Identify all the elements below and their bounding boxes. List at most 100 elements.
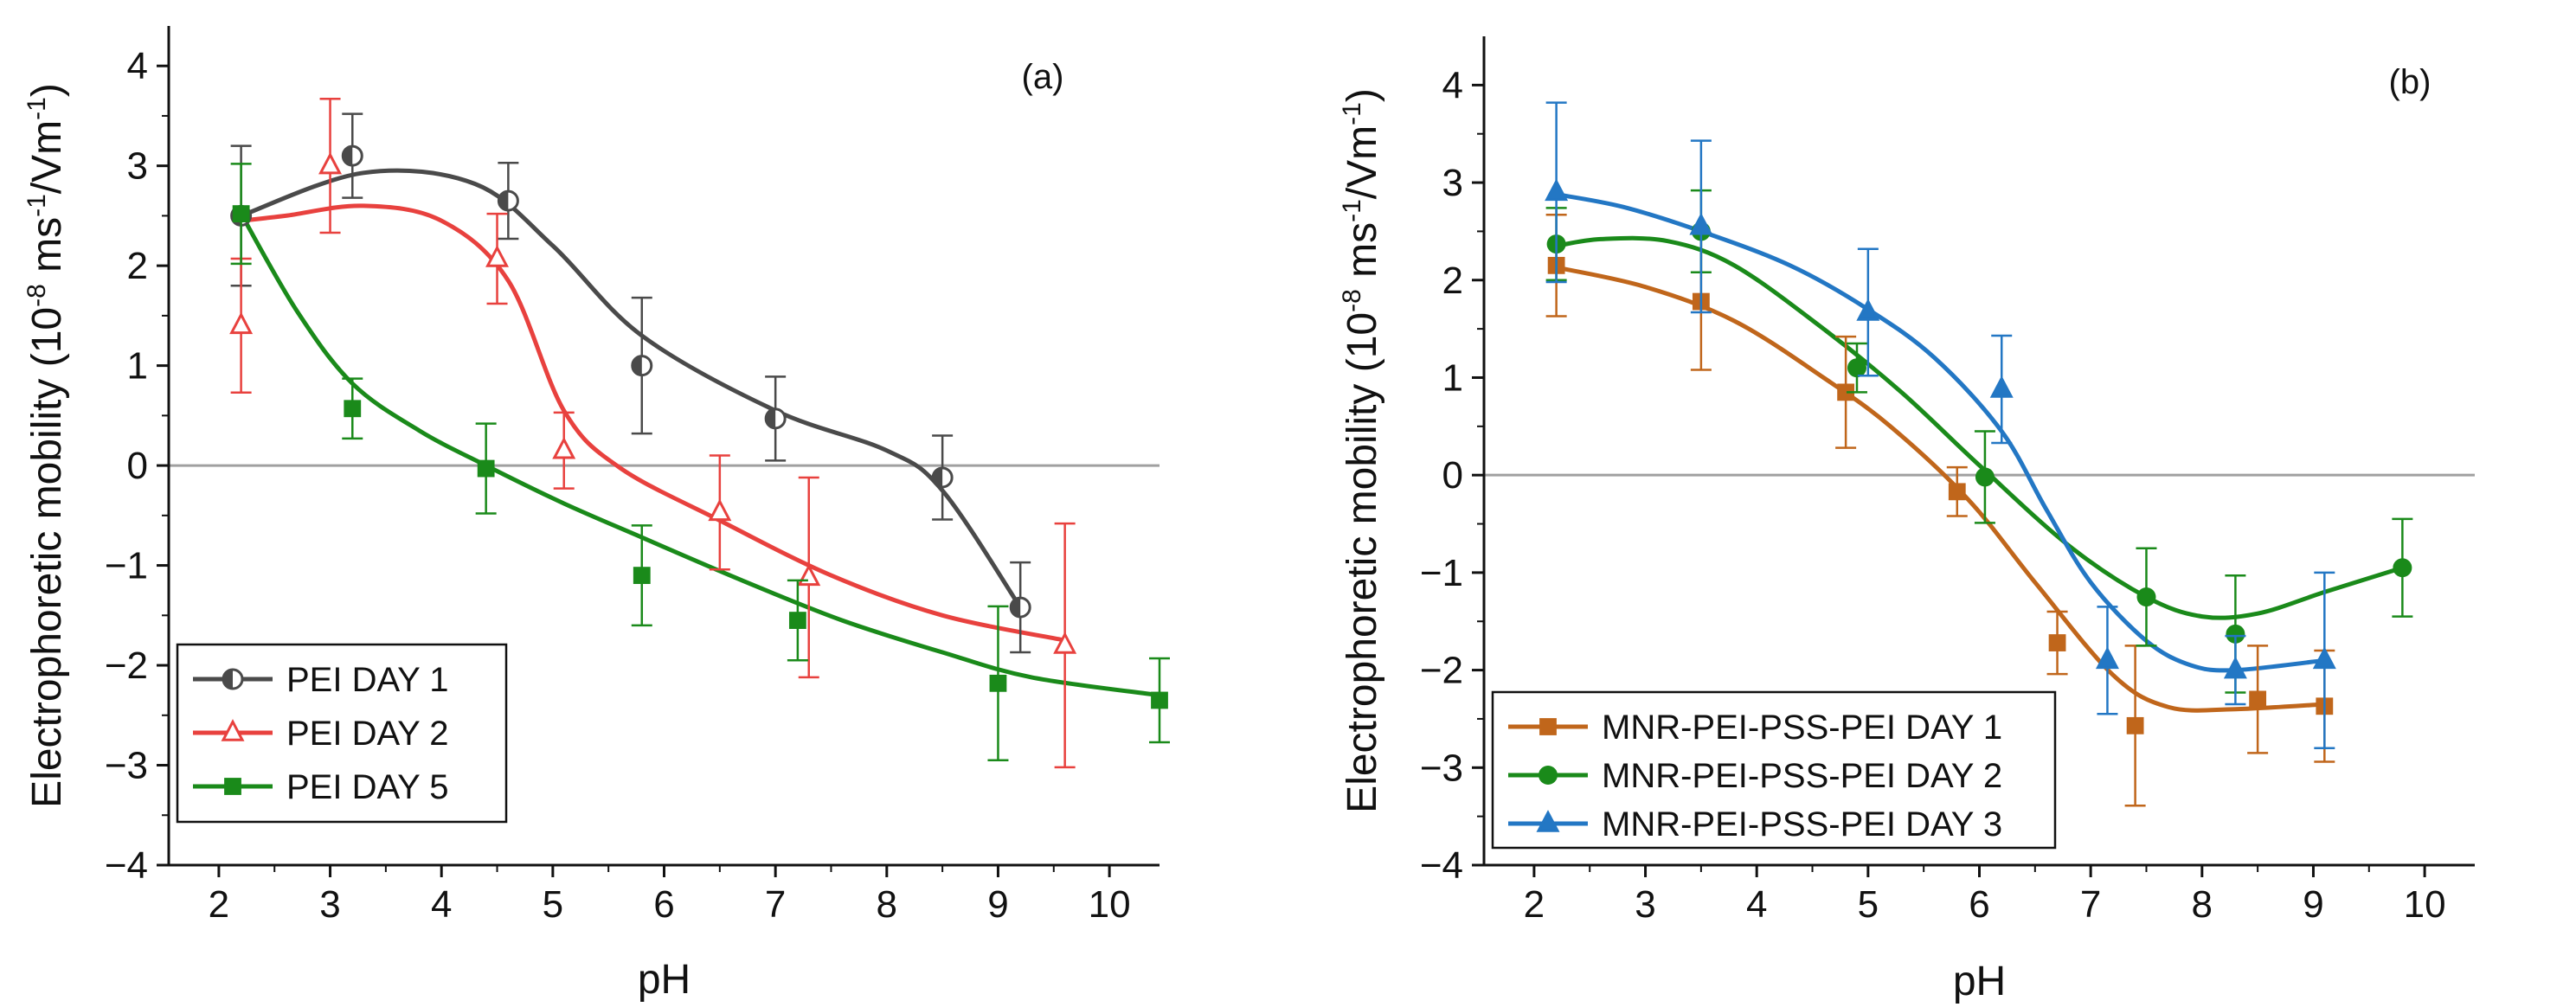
x-tick-label: 10	[2404, 883, 2446, 926]
marker-point	[229, 311, 254, 335]
x-tick-label: 9	[2303, 883, 2323, 926]
y-axis-title-exp3: -1	[22, 97, 51, 120]
y-tick-label: −1	[105, 545, 148, 587]
series-3	[230, 163, 1170, 761]
legend-entry-1: MNR-PEI-PSS-PEI DAY 1	[1602, 709, 2002, 747]
y-axis-title: Electrophoretic mobility (10-8 ms-1/Vm-1…	[22, 83, 70, 808]
marker-point	[224, 778, 241, 795]
marker-half-fill	[223, 670, 233, 689]
y-axis-title-exp2: -1	[1338, 199, 1366, 222]
chart-panel-a: 2 3 4 5 6 7 8 9 10 −4 −3 −2 −1 0 1 2 3 4 pH Electrophoretic…	[22, 26, 1170, 1003]
y-axis-title-exp1: -8	[22, 284, 51, 307]
marker-half-fill	[498, 191, 509, 211]
marker-point	[1053, 632, 1077, 654]
marker-point	[1847, 358, 1866, 378]
y-axis-title-post: /Vm	[24, 120, 70, 194]
marker-point	[708, 498, 732, 522]
x-tick-label: 3	[1635, 883, 1655, 926]
marker-point	[477, 459, 495, 478]
chart-panel-b: 2 3 4 5 6 7 8 9 10 −4 −3 −2 −1 0 1 2 3 4 pH Electrophoretic…	[1338, 36, 2475, 1004]
y-axis-title: Electrophoretic mobility (10-8 ms-1/Vm-1…	[1338, 88, 1385, 813]
x-tick-label: 7	[2080, 883, 2101, 926]
y-axis-title-pre: Electrophoretic mobility (10	[1339, 312, 1385, 813]
x-tick-label: 4	[431, 883, 452, 926]
series-3	[1545, 101, 2336, 750]
panel-label: (b)	[2389, 63, 2431, 101]
x-tick-label: 8	[877, 883, 897, 926]
y-tick-label: 0	[1442, 454, 1463, 497]
marker-point	[2136, 587, 2156, 607]
legend-entry-1: PEI DAY 1	[286, 661, 449, 699]
marker-point	[2048, 634, 2066, 651]
marker-point	[989, 674, 1007, 692]
y-tick-label: −2	[105, 645, 148, 687]
marker-point	[232, 205, 250, 222]
series-2	[229, 98, 1077, 769]
marker-point	[1856, 298, 1880, 321]
y-axis-title-end: )	[1339, 88, 1385, 102]
marker-half-fill	[766, 408, 776, 428]
legend-entry-2: PEI DAY 2	[286, 715, 449, 753]
x-tick-label: 2	[1524, 883, 1545, 926]
x-tick-label: 6	[653, 883, 674, 926]
marker-point	[1536, 810, 1560, 832]
x-tick-label: 7	[765, 883, 786, 926]
legend-entry-2: MNR-PEI-PSS-PEI DAY 2	[1602, 757, 2002, 795]
marker-point	[1948, 483, 1966, 501]
y-tick-label: 3	[127, 145, 148, 188]
y-tick-label: 3	[1442, 162, 1463, 204]
y-tick-label: −3	[1420, 747, 1463, 789]
legend-entry-3: PEI DAY 5	[286, 768, 449, 806]
marker-point	[633, 567, 651, 585]
marker-point	[2226, 624, 2245, 644]
marker-point	[1545, 178, 1569, 202]
x-tick-label: 5	[1858, 883, 1879, 926]
y-axis-title-exp3: -1	[1338, 102, 1366, 125]
marker-half-fill	[1011, 598, 1021, 618]
marker-point	[2393, 558, 2412, 578]
y-tick-label: −1	[1420, 552, 1463, 594]
y-axis-title-end: )	[24, 83, 70, 97]
marker-point	[2126, 716, 2144, 734]
y-tick-label: −3	[105, 745, 148, 787]
x-tick-label: 6	[1969, 883, 1989, 926]
y-tick-label: 4	[1442, 64, 1463, 106]
x-tick-label: 2	[209, 883, 229, 926]
marker-point	[2249, 690, 2267, 709]
x-axis-title: pH	[638, 957, 691, 1003]
y-axis-title-exp1: -8	[1338, 289, 1366, 312]
fit-curve-3	[239, 212, 1160, 698]
marker-half-fill	[933, 467, 943, 487]
y-tick-label: −2	[1420, 650, 1463, 692]
marker-point	[1689, 212, 1713, 235]
x-tick-label: 9	[987, 883, 1008, 926]
y-tick-label: −4	[105, 844, 148, 887]
marker-point	[2312, 646, 2336, 670]
fit-curve-3	[1556, 192, 2325, 673]
x-tick-label: 5	[543, 883, 563, 926]
y-axis-title-post: /Vm	[1339, 125, 1385, 199]
x-tick-label: 10	[1089, 883, 1131, 926]
marker-point	[485, 245, 510, 267]
panel-label: (a)	[1022, 58, 1064, 96]
marker-point	[1151, 691, 1168, 709]
x-tick-label: 8	[2192, 883, 2213, 926]
x-tick-label: 4	[1746, 883, 1767, 926]
y-axis-title-pre: Electrophoretic mobility (10	[24, 307, 70, 808]
marker-half-fill	[343, 146, 353, 166]
marker-point	[1539, 718, 1557, 735]
marker-point	[344, 400, 362, 418]
marker-point	[1975, 467, 1995, 487]
marker-point	[552, 436, 576, 459]
marker-point	[1539, 766, 1558, 785]
y-tick-label: 1	[127, 345, 148, 388]
y-tick-label: 0	[127, 445, 148, 487]
y-tick-label: −4	[1420, 844, 1463, 887]
marker-point	[318, 151, 343, 175]
marker-point	[2223, 656, 2247, 679]
marker-point	[2095, 646, 2119, 670]
fit-curve-1	[1556, 265, 2325, 713]
marker-half-fill	[632, 356, 642, 375]
marker-point	[1837, 383, 1855, 401]
